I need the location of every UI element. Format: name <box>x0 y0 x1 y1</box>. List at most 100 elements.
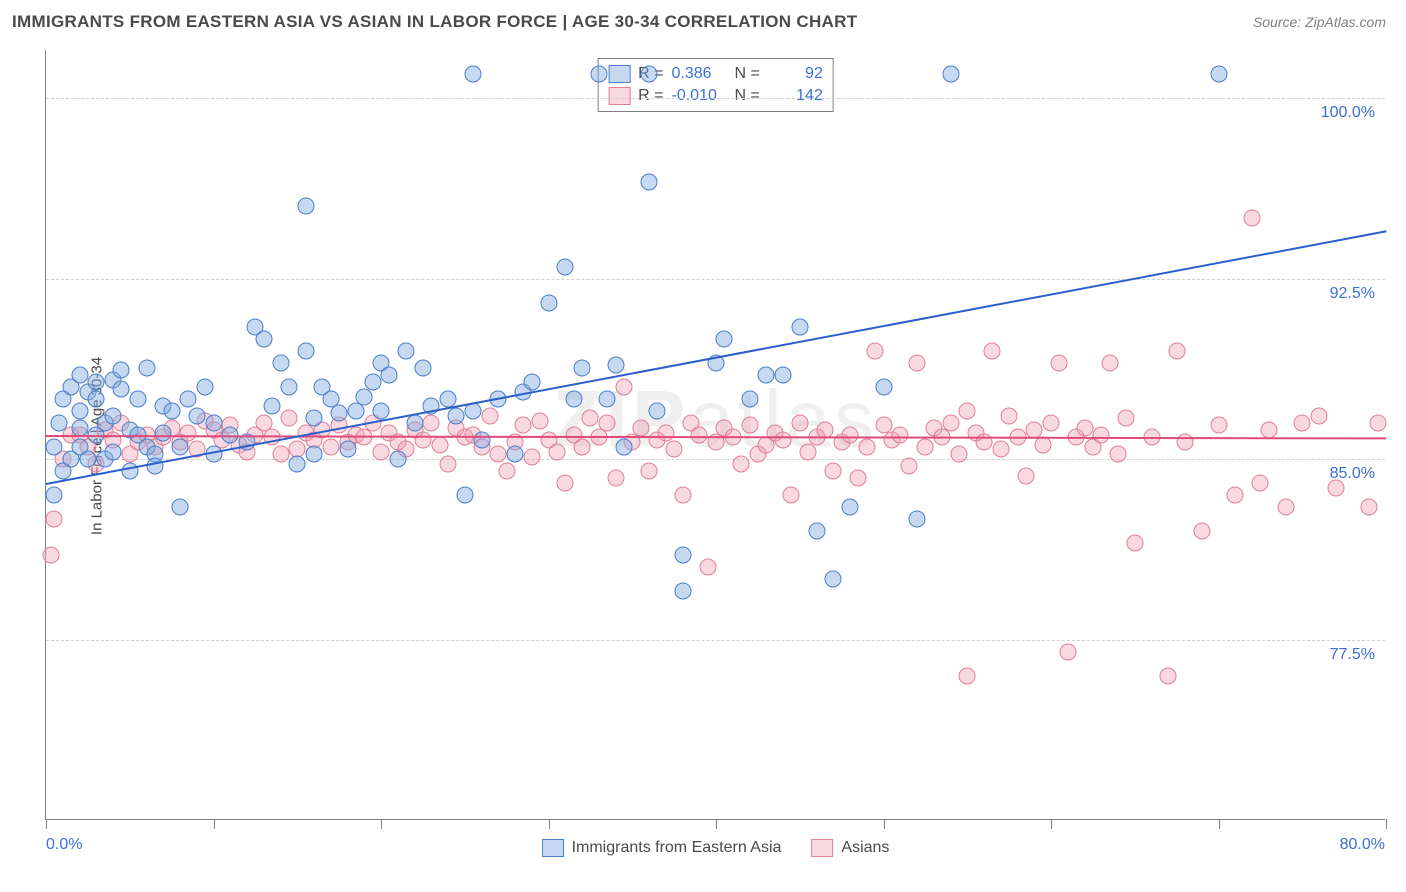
blue-data-point <box>674 583 691 600</box>
r-value: -0.010 <box>672 87 727 105</box>
blue-data-point <box>398 342 415 359</box>
blue-data-point <box>641 66 658 83</box>
blue-data-point <box>289 455 306 472</box>
pink-data-point <box>842 427 859 444</box>
pink-data-point <box>1277 499 1294 516</box>
blue-data-point <box>272 354 289 371</box>
x-tick <box>716 819 717 829</box>
pink-data-point <box>1294 414 1311 431</box>
blue-data-point <box>373 402 390 419</box>
chart-plot-area: ZIPatlas R =0.386N =92R =-0.010N =142 0.… <box>45 50 1385 820</box>
legend-swatch <box>542 839 564 857</box>
blue-data-point <box>649 402 666 419</box>
x-tick <box>46 819 47 829</box>
pink-data-point <box>574 439 591 456</box>
pink-data-point <box>440 455 457 472</box>
pink-data-point <box>1093 427 1110 444</box>
blue-data-point <box>297 198 314 215</box>
pink-data-point <box>43 547 60 564</box>
pink-data-point <box>1227 487 1244 504</box>
x-tick <box>381 819 382 829</box>
n-label: N = <box>735 65 760 83</box>
blue-data-point <box>842 499 859 516</box>
gridline <box>46 98 1385 99</box>
blue-data-point <box>71 419 88 436</box>
blue-data-point <box>172 499 189 516</box>
pink-data-point <box>909 354 926 371</box>
y-tick-label: 92.5% <box>1330 285 1375 303</box>
pink-data-point <box>1059 643 1076 660</box>
pink-data-point <box>657 424 674 441</box>
pink-data-point <box>666 441 683 458</box>
blue-data-point <box>414 359 431 376</box>
pink-data-point <box>1252 475 1269 492</box>
pink-data-point <box>1160 667 1177 684</box>
source-label: Source: ZipAtlas.com <box>1253 14 1386 30</box>
blue-data-point <box>105 407 122 424</box>
blue-data-point <box>264 398 281 415</box>
blue-data-point <box>138 359 155 376</box>
pink-data-point <box>1118 410 1135 427</box>
pink-data-point <box>1244 210 1261 227</box>
chart-title: IMMIGRANTS FROM EASTERN ASIA VS ASIAN IN… <box>12 12 857 32</box>
blue-data-point <box>540 294 557 311</box>
legend-label: Asians <box>841 839 889 857</box>
pink-data-point <box>515 417 532 434</box>
blue-data-point <box>155 424 172 441</box>
blue-data-point <box>641 174 658 191</box>
pink-data-point <box>322 439 339 456</box>
blue-data-point <box>674 547 691 564</box>
y-tick-label: 100.0% <box>1321 104 1375 122</box>
gridline <box>46 640 1385 641</box>
blue-data-point <box>255 330 272 347</box>
pink-data-point <box>900 458 917 475</box>
pink-data-point <box>775 431 792 448</box>
n-value: 142 <box>768 87 823 105</box>
blue-data-point <box>46 487 63 504</box>
pink-data-point <box>1110 446 1127 463</box>
pink-data-point <box>1076 419 1093 436</box>
pink-data-point <box>1311 407 1328 424</box>
x-axis-max-label: 80.0% <box>1340 836 1385 854</box>
pink-data-point <box>532 412 549 429</box>
legend-label: Immigrants from Eastern Asia <box>572 839 782 857</box>
blue-data-point <box>507 446 524 463</box>
n-value: 92 <box>768 65 823 83</box>
x-tick <box>1051 819 1052 829</box>
pink-data-point <box>1051 354 1068 371</box>
pink-data-point <box>1001 407 1018 424</box>
pink-data-point <box>783 487 800 504</box>
bottom-legend: Immigrants from Eastern Asia Asians <box>542 839 890 857</box>
blue-data-point <box>758 366 775 383</box>
blue-data-point <box>381 366 398 383</box>
blue-data-point <box>791 318 808 335</box>
pink-data-point <box>825 463 842 480</box>
legend-swatch <box>811 839 833 857</box>
blue-data-point <box>280 378 297 395</box>
blue-data-point <box>163 402 180 419</box>
blue-data-point <box>599 390 616 407</box>
pink-data-point <box>615 378 632 395</box>
pink-data-point <box>733 455 750 472</box>
pink-data-point <box>1043 414 1060 431</box>
pink-data-point <box>548 443 565 460</box>
pink-data-point <box>950 446 967 463</box>
pink-data-point <box>481 407 498 424</box>
blue-data-point <box>389 451 406 468</box>
pink-data-point <box>791 414 808 431</box>
blue-data-point <box>942 66 959 83</box>
blue-data-point <box>347 402 364 419</box>
pink-data-point <box>699 559 716 576</box>
blue-data-point <box>306 410 323 427</box>
blue-data-point <box>557 258 574 275</box>
pink-data-point <box>498 463 515 480</box>
blue-data-point <box>331 405 348 422</box>
blue-data-point <box>574 359 591 376</box>
pink-data-point <box>607 470 624 487</box>
pink-data-point <box>858 439 875 456</box>
blue-data-point <box>46 439 63 456</box>
pink-data-point <box>523 448 540 465</box>
y-tick-label: 77.5% <box>1330 646 1375 664</box>
blue-data-point <box>180 390 197 407</box>
pink-data-point <box>1126 535 1143 552</box>
